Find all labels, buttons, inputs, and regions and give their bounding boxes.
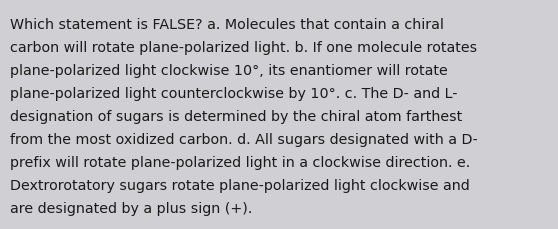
Text: prefix will rotate plane-polarized light in a clockwise direction. e.: prefix will rotate plane-polarized light…: [10, 155, 470, 169]
Text: plane-polarized light counterclockwise by 10°. c. The D- and L-: plane-polarized light counterclockwise b…: [10, 87, 458, 101]
Text: Dextrorotatory sugars rotate plane-polarized light clockwise and: Dextrorotatory sugars rotate plane-polar…: [10, 178, 470, 192]
Text: Which statement is FALSE? a. Molecules that contain a chiral: Which statement is FALSE? a. Molecules t…: [10, 18, 444, 32]
Text: from the most oxidized carbon. d. All sugars designated with a D-: from the most oxidized carbon. d. All su…: [10, 132, 478, 146]
Text: designation of sugars is determined by the chiral atom farthest: designation of sugars is determined by t…: [10, 109, 462, 123]
Text: are designated by a plus sign (+).: are designated by a plus sign (+).: [10, 201, 252, 215]
Text: carbon will rotate plane-polarized light. b. If one molecule rotates: carbon will rotate plane-polarized light…: [10, 41, 477, 55]
Text: plane-polarized light clockwise 10°, its enantiomer will rotate: plane-polarized light clockwise 10°, its…: [10, 64, 448, 78]
